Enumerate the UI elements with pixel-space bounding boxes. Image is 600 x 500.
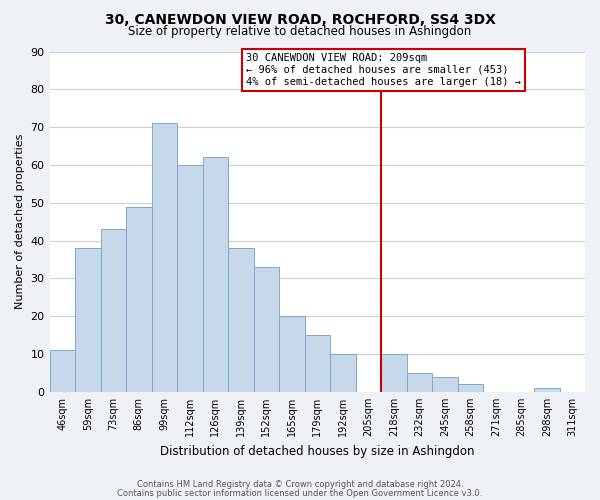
Y-axis label: Number of detached properties: Number of detached properties bbox=[15, 134, 25, 310]
Bar bbox=[126, 206, 152, 392]
Bar bbox=[228, 248, 254, 392]
X-axis label: Distribution of detached houses by size in Ashingdon: Distribution of detached houses by size … bbox=[160, 444, 475, 458]
Bar bbox=[330, 354, 356, 392]
Text: Contains public sector information licensed under the Open Government Licence v3: Contains public sector information licen… bbox=[118, 488, 482, 498]
Text: Contains HM Land Registry data © Crown copyright and database right 2024.: Contains HM Land Registry data © Crown c… bbox=[137, 480, 463, 489]
Bar bbox=[381, 354, 407, 392]
Bar bbox=[50, 350, 75, 392]
Bar bbox=[254, 267, 279, 392]
Bar bbox=[177, 165, 203, 392]
Bar bbox=[305, 335, 330, 392]
Bar bbox=[458, 384, 483, 392]
Bar bbox=[432, 377, 458, 392]
Bar bbox=[534, 388, 560, 392]
Text: 30 CANEWDON VIEW ROAD: 209sqm
← 96% of detached houses are smaller (453)
4% of s: 30 CANEWDON VIEW ROAD: 209sqm ← 96% of d… bbox=[246, 54, 521, 86]
Bar bbox=[279, 316, 305, 392]
Bar bbox=[75, 248, 101, 392]
Bar bbox=[407, 373, 432, 392]
Bar bbox=[101, 230, 126, 392]
Text: Size of property relative to detached houses in Ashingdon: Size of property relative to detached ho… bbox=[128, 24, 472, 38]
Bar bbox=[203, 158, 228, 392]
Bar bbox=[152, 124, 177, 392]
Text: 30, CANEWDON VIEW ROAD, ROCHFORD, SS4 3DX: 30, CANEWDON VIEW ROAD, ROCHFORD, SS4 3D… bbox=[104, 12, 496, 26]
